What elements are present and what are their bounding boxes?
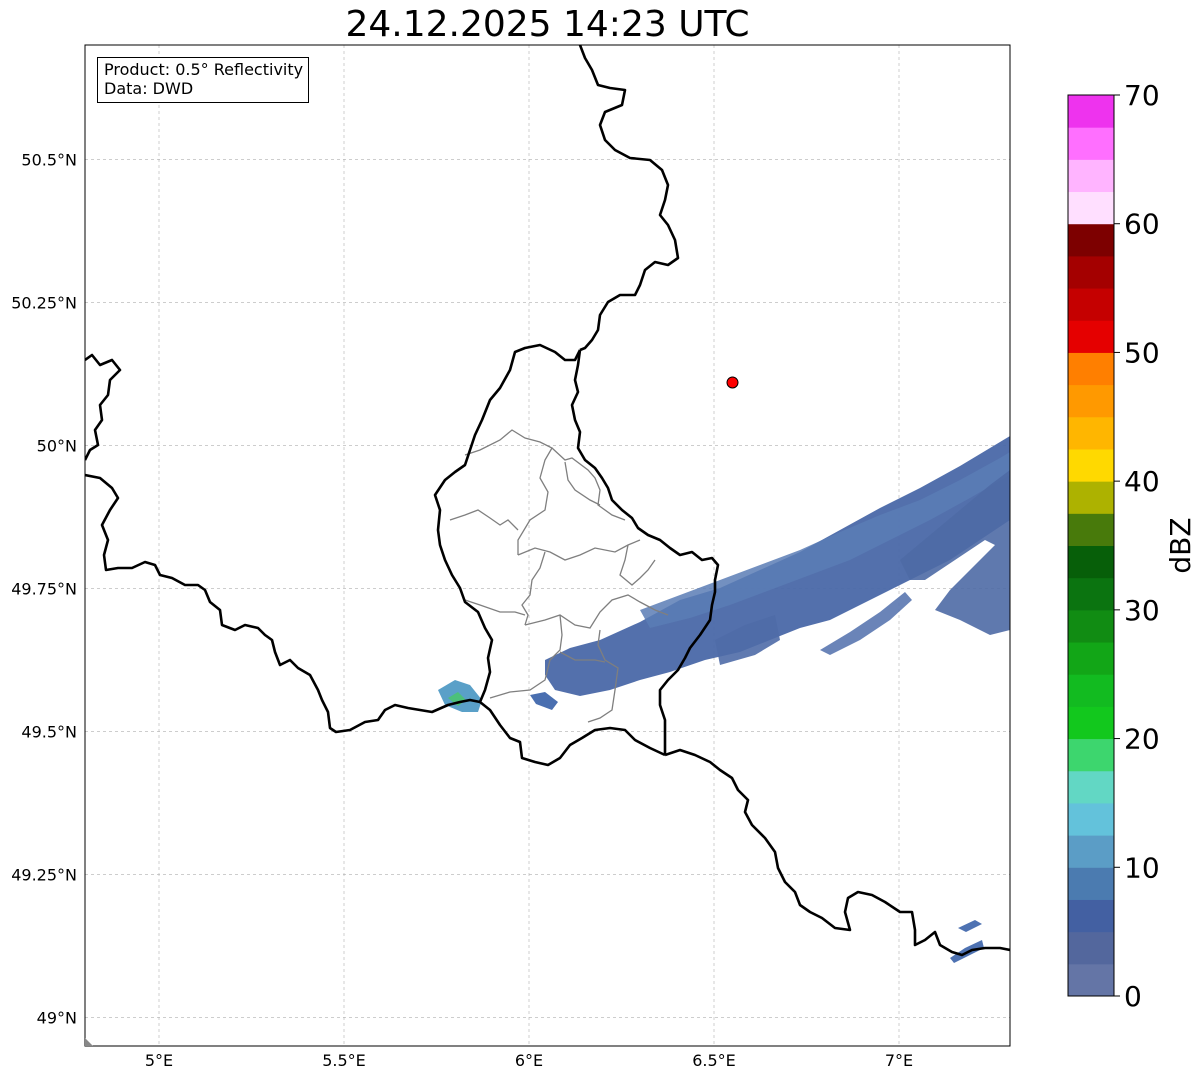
colorbar-segment xyxy=(1068,931,1114,965)
colorbar-segment xyxy=(1068,899,1114,933)
district-border xyxy=(587,629,619,723)
lat-tick-label: 50.25°N xyxy=(11,293,77,312)
echo-band-northeast xyxy=(900,470,1010,635)
lat-tick-label: 50.5°N xyxy=(21,150,77,169)
district-border xyxy=(551,447,626,521)
colorbar-segment xyxy=(1068,191,1114,225)
colorbar-segment xyxy=(1068,416,1114,450)
colorbar-tick-label: 30 xyxy=(1124,594,1160,627)
colorbar-segment xyxy=(1068,642,1114,675)
colorbar-tick-label: 10 xyxy=(1124,851,1160,884)
colorbar-segment xyxy=(1068,835,1114,868)
colorbar-segment xyxy=(1068,706,1114,740)
district-border xyxy=(521,551,546,626)
echo-cell-small xyxy=(530,692,558,710)
gridlines xyxy=(85,45,1010,1046)
border-france-belgium xyxy=(85,473,481,734)
border-belgium-luxembourg xyxy=(433,343,582,703)
map-title: 24.12.2025 14:23 UTC xyxy=(345,4,750,45)
district-border xyxy=(564,461,601,506)
border-france-germany xyxy=(664,748,1010,957)
colorbar-segment xyxy=(1068,448,1114,482)
lat-tick-label: 49.25°N xyxy=(11,865,77,884)
colorbar-segment xyxy=(1068,738,1114,772)
colorbar-segment xyxy=(1068,674,1114,707)
lat-tick-label: 49°N xyxy=(37,1008,77,1027)
colorbar-segment xyxy=(1068,545,1114,579)
district-border xyxy=(517,539,641,561)
colorbar-segment xyxy=(1068,255,1114,289)
district-border xyxy=(559,651,606,663)
colorbar: 0 10 20 30 40 50 60 70 dBZ xyxy=(1067,79,1197,1013)
colorbar-tick-label: 70 xyxy=(1124,79,1160,112)
lon-tick-label: 6.5°E xyxy=(692,1051,736,1070)
corner-mark xyxy=(85,1038,93,1046)
border-belgium-west xyxy=(85,353,122,461)
colorbar-segment xyxy=(1068,384,1114,418)
colorbar-segment xyxy=(1068,95,1114,128)
product-label: Product: 0.5° Reflectivity xyxy=(104,60,304,79)
district-border xyxy=(619,544,656,586)
colorbar-label: dBZ xyxy=(1164,517,1197,573)
district-border xyxy=(449,509,519,531)
country-borders xyxy=(85,45,1010,957)
colorbar-tick-label: 0 xyxy=(1124,980,1142,1013)
colorbar-segment xyxy=(1068,352,1114,386)
colorbar-segment xyxy=(1068,577,1114,611)
district-border xyxy=(464,599,526,616)
radar-site-marker[interactable] xyxy=(726,376,739,389)
data-source-label: Data: DWD xyxy=(104,79,194,98)
district-border xyxy=(489,614,563,699)
echo-streak-southeast-2 xyxy=(958,920,982,932)
border-luxembourg-france xyxy=(479,700,666,767)
colorbar-segment xyxy=(1068,963,1114,997)
colorbar-tick-label: 50 xyxy=(1124,336,1160,369)
colorbar-frame xyxy=(1067,94,1115,997)
echo-band-east-inner xyxy=(640,452,1010,628)
axis-labels: 5°E 5.5°E 6°E 6.5°E 7°E 49°N 49.25°N 49.5°N 49.7… xyxy=(11,150,913,1070)
lon-tick-label: 5°E xyxy=(145,1051,173,1070)
lat-tick-label: 50°N xyxy=(37,436,77,455)
district-borders xyxy=(449,429,669,723)
colorbar-segment xyxy=(1068,770,1114,804)
colorbar-tick-label: 60 xyxy=(1124,208,1160,241)
district-border xyxy=(464,429,553,555)
colorbar-segment xyxy=(1068,609,1114,643)
colorbar-segment xyxy=(1068,127,1114,160)
lat-tick-label: 49.5°N xyxy=(21,722,77,741)
colorbar-segment xyxy=(1068,320,1114,353)
colorbar-segment xyxy=(1068,481,1114,514)
colorbar-segment xyxy=(1068,159,1114,193)
colorbar-segment xyxy=(1068,867,1114,900)
colorbar-segment xyxy=(1068,223,1114,257)
border-belgium-germany-north xyxy=(578,45,680,352)
lat-tick-label: 49.75°N xyxy=(11,579,77,598)
district-border xyxy=(524,594,669,629)
colorbar-tick-label: 40 xyxy=(1124,465,1160,498)
colorbar-segment xyxy=(1068,288,1114,321)
echo-streak-south xyxy=(820,592,912,655)
colorbar-segment xyxy=(1068,802,1114,836)
lon-tick-label: 5.5°E xyxy=(322,1051,366,1070)
colorbar-tick-label: 20 xyxy=(1124,723,1160,756)
product-info-box: Product: 0.5° Reflectivity Data: DWD xyxy=(97,57,310,103)
precipitation-echoes xyxy=(438,436,1010,963)
map-frame xyxy=(84,44,1011,1047)
border-belgium-germany xyxy=(570,349,720,755)
lon-tick-label: 6°E xyxy=(515,1051,543,1070)
lon-tick-label: 7°E xyxy=(885,1051,913,1070)
echo-streak-central xyxy=(715,615,780,665)
colorbar-segment xyxy=(1068,513,1114,546)
